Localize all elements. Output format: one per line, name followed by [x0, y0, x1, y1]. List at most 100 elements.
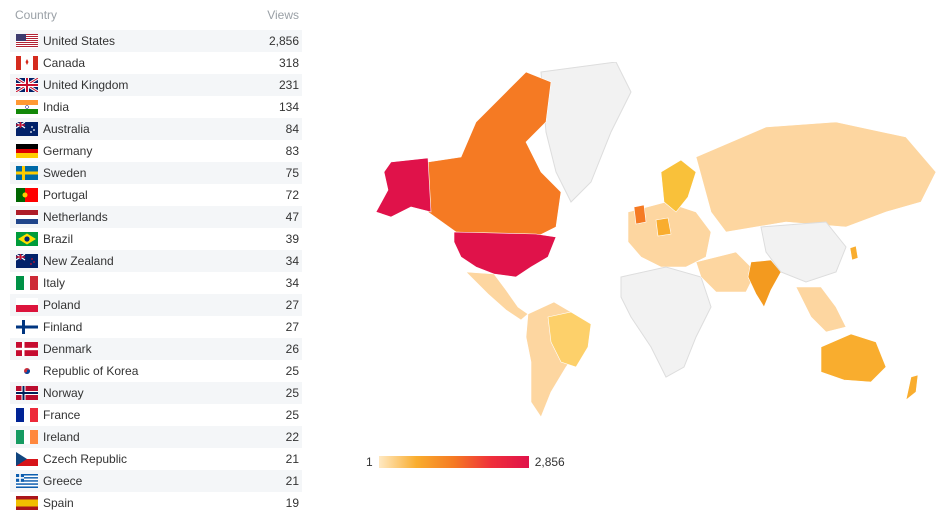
germany-region[interactable]: [655, 217, 672, 237]
table-header: Country Views: [10, 0, 302, 30]
country-cell: Denmark: [16, 342, 92, 356]
country-cell: Australia: [16, 122, 90, 136]
mexico-region[interactable]: [465, 271, 529, 321]
table-row[interactable]: United Kingdom 231: [10, 74, 302, 96]
table-row[interactable]: Poland 27: [10, 294, 302, 316]
views-count: 134: [278, 100, 299, 114]
views-count: 83: [285, 144, 299, 158]
views-count: 27: [285, 320, 299, 334]
africa-region[interactable]: [620, 266, 712, 378]
world-map[interactable]: [366, 61, 941, 422]
brazil-region[interactable]: [547, 311, 592, 368]
alaska-region[interactable]: [375, 157, 432, 218]
country-name[interactable]: India: [43, 100, 70, 114]
table-row[interactable]: New Zealand 34: [10, 250, 302, 272]
country-name[interactable]: Canada: [43, 56, 86, 70]
de-flag-icon: [16, 144, 38, 158]
country-cell: Italy: [16, 276, 65, 290]
fr-flag-icon: [16, 408, 38, 422]
views-count: 22: [285, 430, 299, 444]
country-name[interactable]: New Zealand: [43, 254, 114, 268]
legend-max-label: 2,856: [534, 455, 565, 469]
table-row[interactable]: Spain 19: [10, 492, 302, 514]
table-row[interactable]: Italy 34: [10, 272, 302, 294]
country-cell: India: [16, 100, 69, 114]
table-row[interactable]: Czech Republic 21: [10, 448, 302, 470]
views-count: 318: [278, 56, 299, 70]
korea-region[interactable]: [849, 245, 859, 261]
uk-region[interactable]: [633, 204, 647, 225]
fi-flag-icon: [16, 320, 38, 334]
views-count: 84: [285, 122, 299, 136]
country-name[interactable]: Netherlands: [43, 210, 108, 224]
country-cell: Canada: [16, 56, 85, 70]
india-region[interactable]: [747, 259, 782, 308]
country-name[interactable]: Germany: [43, 144, 93, 158]
usa-region[interactable]: [453, 231, 557, 278]
country-cell: Republic of Korea: [16, 364, 138, 378]
views-count: 231: [278, 78, 299, 92]
country-name[interactable]: Czech Republic: [43, 452, 128, 466]
country-name[interactable]: Denmark: [43, 342, 92, 356]
table-row[interactable]: Greece 21: [10, 470, 302, 492]
table-row[interactable]: Australia 84: [10, 118, 302, 140]
ca-flag-icon: [16, 56, 38, 70]
table-row[interactable]: France 25: [10, 404, 302, 426]
country-name[interactable]: Australia: [43, 122, 90, 136]
country-name[interactable]: Italy: [43, 276, 66, 290]
canada-region[interactable]: [427, 71, 562, 238]
table-row[interactable]: Portugal 72: [10, 184, 302, 206]
country-name[interactable]: United Kingdom: [43, 78, 129, 92]
australia-region[interactable]: [820, 333, 887, 383]
country-cell: Ireland: [16, 430, 80, 444]
country-cell: United States: [16, 34, 115, 48]
table-row[interactable]: Republic of Korea 25: [10, 360, 302, 382]
table-row[interactable]: Germany 83: [10, 140, 302, 162]
country-cell: France: [16, 408, 80, 422]
country-name[interactable]: Republic of Korea: [43, 364, 139, 378]
scandinavia-region[interactable]: [660, 159, 697, 213]
country-views-table: Country Views United States 2,856 Canada…: [10, 0, 302, 514]
country-name[interactable]: France: [43, 408, 81, 422]
table-row[interactable]: Ireland 22: [10, 426, 302, 448]
country-name[interactable]: Poland: [43, 298, 81, 312]
country-name[interactable]: Finland: [43, 320, 83, 334]
us-flag-icon: [16, 34, 38, 48]
ie-flag-icon: [16, 430, 38, 444]
country-cell: New Zealand: [16, 254, 114, 268]
country-cell: Greece: [16, 474, 82, 488]
table-row[interactable]: Norway 25: [10, 382, 302, 404]
greenland-region[interactable]: [540, 61, 632, 203]
china-region[interactable]: [760, 221, 847, 283]
middle-east-region[interactable]: [695, 251, 757, 293]
country-name[interactable]: Brazil: [43, 232, 74, 246]
table-row[interactable]: Netherlands 47: [10, 206, 302, 228]
br-flag-icon: [16, 232, 38, 246]
country-name[interactable]: Spain: [43, 496, 74, 510]
new-zealand-region[interactable]: [905, 374, 919, 401]
table-row[interactable]: Sweden 75: [10, 162, 302, 184]
legend-min-label: 1: [366, 455, 373, 469]
country-cell: Sweden: [16, 166, 86, 180]
table-row[interactable]: Denmark 26: [10, 338, 302, 360]
table-row[interactable]: India 134: [10, 96, 302, 118]
views-count: 75: [285, 166, 299, 180]
table-row[interactable]: Finland 27: [10, 316, 302, 338]
table-row[interactable]: United States 2,856: [10, 30, 302, 52]
russia-region[interactable]: [695, 121, 937, 233]
table-row[interactable]: Canada 318: [10, 52, 302, 74]
country-name[interactable]: United States: [43, 34, 116, 48]
country-name[interactable]: Sweden: [43, 166, 87, 180]
country-cell: Finland: [16, 320, 82, 334]
table-row[interactable]: Brazil 39: [10, 228, 302, 250]
country-name[interactable]: Ireland: [43, 430, 80, 444]
country-cell: Poland: [16, 298, 80, 312]
country-cell: United Kingdom: [16, 78, 128, 92]
southeast-asia-region[interactable]: [795, 286, 847, 333]
country-name[interactable]: Greece: [43, 474, 83, 488]
nz-flag-icon: [16, 254, 38, 268]
country-name[interactable]: Portugal: [43, 188, 88, 202]
country-name[interactable]: Norway: [43, 386, 84, 400]
country-column-header[interactable]: Country: [15, 8, 58, 22]
views-column-header[interactable]: Views: [267, 8, 299, 22]
